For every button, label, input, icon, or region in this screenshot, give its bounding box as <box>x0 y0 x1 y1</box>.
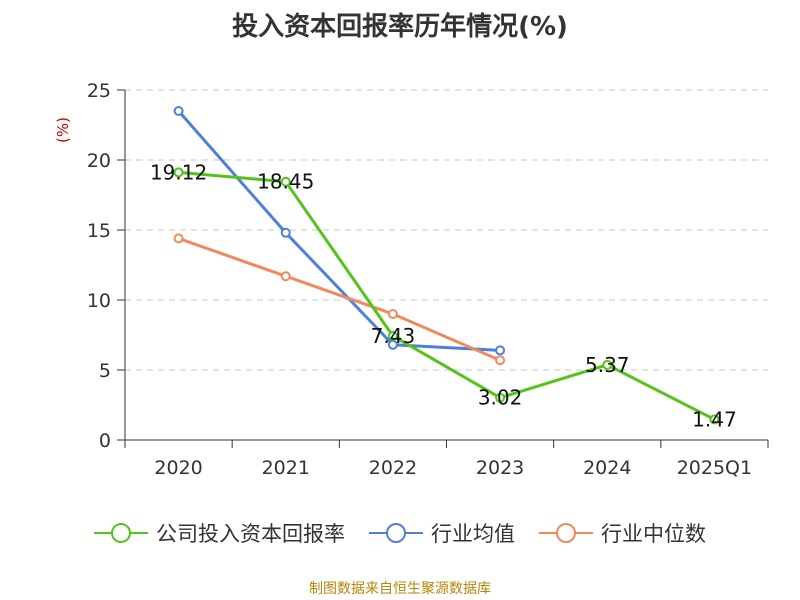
x-tick-label: 2024 <box>583 457 631 479</box>
data-point <box>173 106 184 116</box>
data-point <box>387 330 398 341</box>
source-note: 制图数据来自恒生聚源数据库 <box>309 581 491 597</box>
legend-label-industry-mean: 行业均值 <box>431 522 515 546</box>
x-tick-label: 2023 <box>476 457 524 479</box>
data-point <box>602 359 613 370</box>
y-tick-label: 5 <box>99 360 111 382</box>
data-labels: 19.12 18.45 7.43 3.02 5.37 1.47 <box>150 160 737 431</box>
data-label: 5.37 <box>585 353 630 377</box>
x-tick-label: 2021 <box>262 457 310 479</box>
data-point <box>495 392 506 403</box>
data-point <box>280 271 291 282</box>
grid-lines <box>125 89 768 371</box>
legend-label-industry-median: 行业中位数 <box>601 522 706 546</box>
y-axis-unit-label: (%) <box>54 117 72 143</box>
x-tick-label: 2025Q1 <box>677 457 752 479</box>
chart-title: 投入资本回报率历年情况(%) <box>232 12 568 42</box>
data-label: 19.12 <box>150 160 207 184</box>
axes: 0 5 10 15 20 25 2020 2021 2022 2023 2024 2025Q1 (%) <box>54 80 769 479</box>
y-tick-label: 20 <box>87 150 111 172</box>
series-lines <box>173 106 720 425</box>
data-point <box>280 176 291 187</box>
data-point <box>280 227 291 238</box>
legend-item-company[interactable]: 公司投入资本回报率 <box>94 518 345 548</box>
legend-item-industry-median[interactable]: 行业中位数 <box>539 518 706 548</box>
legend-label-company: 公司投入资本回报率 <box>156 522 345 546</box>
series-line-2 <box>178 236 501 362</box>
data-point <box>387 309 398 319</box>
legend-line-circle-icon <box>539 523 593 543</box>
data-point <box>173 233 184 244</box>
data-point <box>173 167 184 178</box>
x-tick-label: 2022 <box>369 457 417 479</box>
data-label: 7.43 <box>371 324 416 348</box>
y-tick-label: 25 <box>87 80 111 102</box>
data-label: 18.45 <box>257 170 314 194</box>
series-line-1 <box>177 110 501 352</box>
legend-line-circle-icon <box>94 523 148 543</box>
y-tick-label: 0 <box>99 430 111 452</box>
series-line-0 <box>178 170 716 421</box>
x-tick-label: 2020 <box>154 457 202 479</box>
data-point <box>709 414 720 425</box>
data-label: 3.02 <box>478 386 523 410</box>
data-label: 1.47 <box>692 407 737 431</box>
legend-item-industry-mean[interactable]: 行业均值 <box>369 518 515 548</box>
y-tick-label: 15 <box>87 220 111 242</box>
data-point <box>495 355 506 366</box>
legend-line-circle-icon <box>369 523 423 543</box>
data-point <box>495 345 506 356</box>
legend: 公司投入资本回报率 行业均值 行业中位数 <box>0 518 800 548</box>
y-tick-label: 10 <box>87 290 111 312</box>
